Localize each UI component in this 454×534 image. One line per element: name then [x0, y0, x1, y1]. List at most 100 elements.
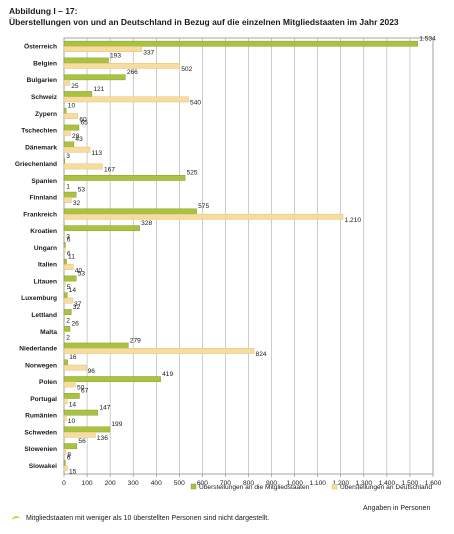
bar-series2 [63, 180, 66, 187]
value-label-series2: 14 [69, 401, 77, 408]
x-tick-label: 900 [266, 480, 277, 487]
unit-note: Angaben in Personen [363, 505, 431, 512]
legend-swatch-series2 [331, 483, 338, 490]
bar-series1 [63, 258, 67, 265]
category-label: Zypern [35, 111, 57, 118]
value-label-series1: 32 [73, 304, 81, 311]
value-label-series1: 193 [110, 52, 121, 59]
category-label: Luxemburg [21, 295, 57, 302]
category-label: Schweden [24, 429, 57, 436]
bar-series1 [63, 393, 80, 399]
bar-series1 [63, 359, 68, 366]
category-label: Tschechien [21, 128, 57, 135]
value-label-series2: 25 [71, 83, 79, 90]
bar-series1 [63, 208, 197, 215]
value-label-series1: 6 [67, 237, 71, 244]
value-label-series2: 40 [75, 267, 83, 274]
bar-series2 [63, 331, 66, 337]
category-label: Niederlande [19, 346, 57, 353]
value-label-series2: 50 [77, 385, 85, 392]
bar-series2 [63, 96, 189, 103]
footnote: Mitgliedstaaten mit weniger als 10 übers… [11, 514, 270, 523]
value-label-series1: 53 [78, 270, 86, 277]
category-label: Italien [38, 262, 57, 269]
category-label: Lettland [31, 312, 57, 319]
bar-series2 [63, 381, 76, 388]
value-label-series2: 28 [72, 133, 80, 140]
value-label-series2: 167 [104, 167, 115, 174]
category-label: Frankreich [23, 211, 57, 218]
value-label-series2: 6 [67, 251, 71, 258]
bar-series1 [63, 124, 80, 131]
value-label-series1: 67 [81, 388, 89, 395]
value-label-series2: 96 [88, 368, 96, 375]
value-label-series2: 337 [143, 49, 154, 56]
value-label-series2: 2 [66, 334, 70, 341]
value-label-series1: 419 [162, 371, 173, 378]
bar-series2 [63, 213, 344, 220]
value-label-series1: 16 [69, 354, 77, 361]
value-label-series2: 1.210 [345, 217, 362, 224]
bar-series2 [63, 398, 68, 405]
category-label: Dänemark [25, 144, 57, 151]
category-label: Belgien [33, 60, 57, 67]
value-label-series1: 525 [187, 170, 198, 177]
value-label-series1: 26 [71, 321, 79, 328]
value-label-series1: 6 [67, 455, 71, 462]
value-label-series1: 328 [141, 220, 152, 227]
category-label: Norwegen [25, 362, 57, 369]
bar-series2 [63, 431, 96, 438]
swoosh-icon [11, 514, 21, 523]
value-label-series2: 113 [92, 150, 103, 157]
x-tick-label: 1.400 [379, 480, 396, 487]
x-tick-label: 1.000 [286, 480, 303, 487]
value-label-series1: 53 [78, 186, 86, 193]
category-label: Österreich [24, 42, 57, 51]
bar-series2 [63, 465, 68, 472]
figure-label: Abbildung I – 17: [9, 6, 78, 16]
value-label-series2: 8 [67, 452, 71, 459]
bar-series2 [63, 130, 71, 136]
x-tick-label: 800 [243, 480, 254, 487]
value-label-series1: 56 [78, 438, 86, 445]
bar-series2 [63, 415, 67, 421]
legend-label-series1: Überstellungen an die Mitgliedstaaten [199, 483, 310, 491]
x-tick-label: 300 [128, 480, 139, 487]
value-label-series2: 136 [97, 435, 108, 442]
bar-series1 [63, 325, 71, 332]
bar-series1 [63, 460, 66, 466]
x-tick-label: 700 [220, 480, 231, 487]
x-tick-label: 1.500 [402, 480, 419, 487]
bar-series2 [63, 62, 180, 69]
bar-series2 [63, 448, 67, 455]
value-label-series2: 1 [66, 183, 70, 190]
bar-series2 [63, 314, 66, 321]
bar-series1 [63, 191, 77, 198]
footnote-text: Mitgliedstaaten mit weniger als 10 übers… [26, 515, 270, 522]
x-tick-label: 1.100 [309, 480, 326, 487]
bar-series1 [63, 309, 72, 315]
value-label-series2: 824 [256, 351, 267, 358]
bar-series2 [63, 230, 66, 237]
bar-series1 [63, 443, 78, 450]
value-label-series2: 37 [74, 301, 82, 308]
x-tick-label: 600 [197, 480, 208, 487]
category-label: Slowakei [29, 463, 57, 470]
value-label-series2: 2 [66, 318, 70, 325]
bar-series1 [63, 225, 140, 232]
value-label-series1: 1.534 [419, 35, 436, 42]
bar-series1 [63, 292, 68, 299]
bar-series1 [63, 376, 161, 382]
value-label-series1: 266 [127, 69, 138, 76]
x-tick-label: 0 [62, 480, 66, 487]
legend-label-series2: Überstellungen an Deutschland [340, 483, 432, 491]
category-label: Spanien [31, 178, 57, 185]
bar-series2 [63, 146, 91, 153]
bar-series1 [63, 275, 77, 282]
bar-series1 [63, 40, 418, 47]
bar-series2 [63, 46, 142, 52]
bar-series1 [63, 242, 66, 248]
value-label-series2: 502 [181, 66, 192, 73]
value-label-series1: 43 [75, 136, 83, 143]
